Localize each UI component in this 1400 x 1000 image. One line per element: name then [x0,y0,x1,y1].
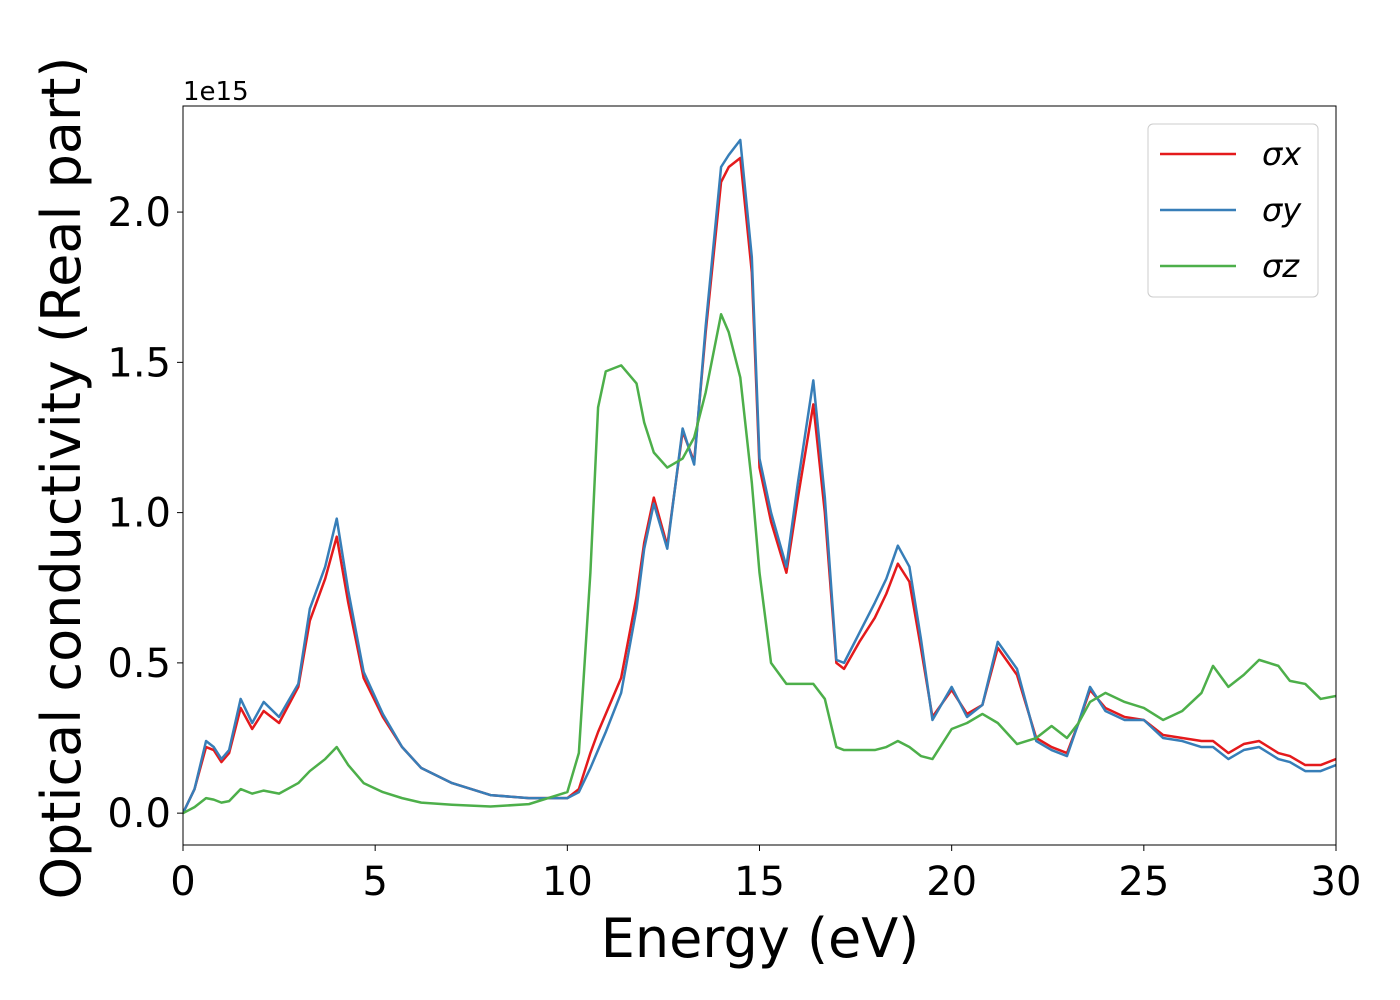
legend-label: σz [1262,247,1300,285]
line-series [183,156,1336,814]
y-tick-label: 1.5 [107,340,171,386]
x-tick-label: 15 [734,859,785,905]
line-series [183,138,1336,814]
y-offset-label: 1e15 [183,77,249,107]
x-axis-label: Energy (eV) [601,907,920,970]
y-tick-label: 2.0 [107,190,171,236]
x-tick-label: 25 [1118,859,1169,905]
y-tick-label: 0.5 [107,641,171,687]
x-tick-label: 10 [542,859,593,905]
plot-frame [182,105,1337,846]
y-tick-label: 0.0 [107,791,171,837]
y-tick-label: 1.0 [107,491,171,537]
legend-label: σy [1262,191,1302,229]
y-axis-label: Optical conductivity (Real part) [30,57,93,900]
x-tick-label: 5 [362,859,387,905]
x-tick-label: 0 [170,859,195,905]
x-tick-label: 20 [926,859,977,905]
legend-label: σx [1262,135,1302,173]
line-series [183,313,1336,815]
x-tick-label: 30 [1311,859,1362,905]
